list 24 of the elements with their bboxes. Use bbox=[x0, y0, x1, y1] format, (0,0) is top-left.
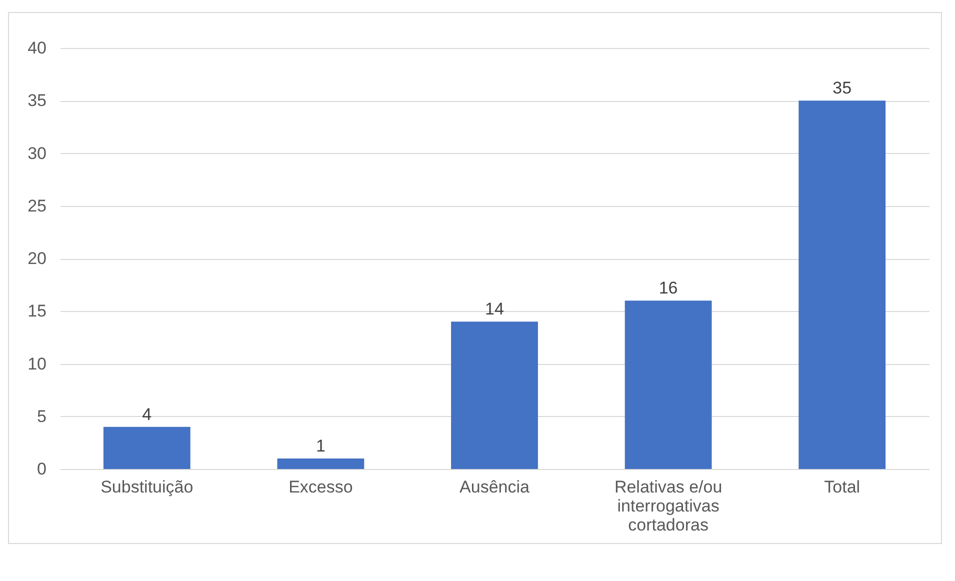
x-tick-label: Substituição bbox=[100, 478, 194, 496]
bar bbox=[103, 426, 190, 469]
y-tick-label: 5 bbox=[37, 406, 46, 426]
y-tick-label: 0 bbox=[37, 460, 46, 478]
data-label: 35 bbox=[832, 78, 852, 98]
x-tick-label: Total bbox=[824, 478, 860, 496]
y-tick-label: 40 bbox=[28, 38, 46, 58]
data-label: 14 bbox=[485, 300, 504, 319]
data-label: 1 bbox=[316, 436, 326, 456]
y-tick-label: 20 bbox=[28, 249, 46, 268]
data-label: 4 bbox=[142, 404, 152, 424]
x-tick-label: Ausência bbox=[460, 478, 530, 496]
bar bbox=[798, 100, 886, 469]
bar bbox=[451, 322, 538, 469]
x-tick-label: Relativas e/ou interrogativas cortadoras bbox=[614, 478, 722, 534]
y-tick-label: 10 bbox=[28, 354, 46, 374]
y-tick-label: 25 bbox=[28, 196, 46, 216]
y-tick-label: 15 bbox=[28, 302, 46, 321]
y-tick-label: 35 bbox=[28, 91, 46, 110]
data-label: 16 bbox=[658, 278, 678, 298]
bar bbox=[624, 300, 712, 469]
y-tick-label: 30 bbox=[28, 144, 46, 163]
x-tick-label: Excesso bbox=[288, 478, 353, 496]
bar bbox=[277, 458, 364, 469]
